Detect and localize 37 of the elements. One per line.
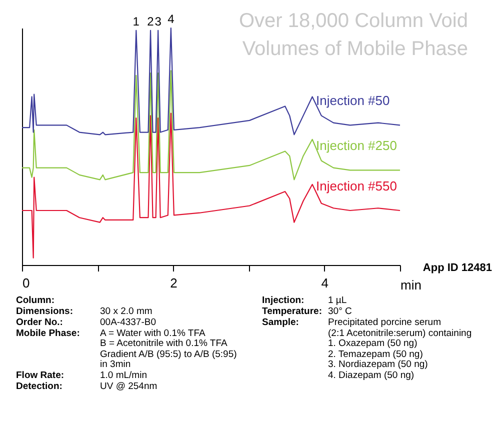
- text: A = Water with 0.1% TFA: [100, 328, 206, 339]
- text: Precipitated porcine serum: [328, 317, 442, 328]
- text: 1. Oxazepam (50 ng): [328, 338, 418, 349]
- text: Temperature:: [262, 306, 322, 317]
- annotation: 3: [154, 14, 162, 28]
- text: Detection:: [16, 381, 62, 392]
- text: 4. Diazepam (50 ng): [328, 370, 414, 381]
- series-label: Injection #50: [316, 93, 390, 108]
- text: Dimensions:: [16, 306, 74, 317]
- text: 1 µL: [328, 295, 347, 306]
- text: 30° C: [328, 306, 352, 317]
- series-label: Injection #250: [316, 138, 397, 154]
- text: B = Acetonitrile with 0.1% TFA: [100, 338, 228, 349]
- text: Gradient A/B (95:5) to A/B (5:95): [100, 349, 237, 360]
- text: App ID 12481: [422, 262, 492, 274]
- annotation: 4: [168, 12, 175, 26]
- x-axis-title: min: [400, 278, 422, 292]
- text: 00A-4337-B0: [100, 317, 156, 328]
- x-tick-label: 4: [321, 276, 329, 290]
- text: Sample:: [262, 317, 299, 328]
- text: UV @ 254nm: [100, 381, 158, 392]
- x-tick-label: 0: [22, 276, 30, 290]
- annotation: 2: [147, 14, 154, 28]
- text: in 3min: [100, 359, 131, 370]
- text: 1.0 mL/min: [100, 370, 147, 381]
- text: 30 x 2.0 mm: [100, 306, 152, 317]
- series-label: Injection #550: [316, 178, 397, 194]
- x-tick-label: 2: [170, 276, 178, 290]
- text: 2. Temazepam (50 ng): [328, 349, 423, 360]
- annotation: 1: [132, 14, 140, 28]
- text: Mobile Phase:: [16, 328, 80, 339]
- text: 3. Nordiazepam (50 ng): [328, 359, 428, 370]
- text: Flow Rate:: [16, 370, 64, 381]
- text: Injection:: [262, 295, 304, 306]
- text: Column:: [16, 295, 55, 306]
- text: (2:1 Acetonitrile:serum) containing: [328, 328, 472, 339]
- text: Order No.:: [16, 317, 63, 328]
